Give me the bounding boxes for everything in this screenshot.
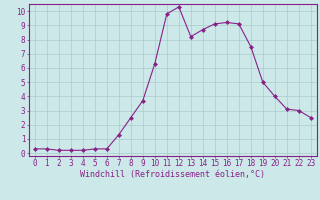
X-axis label: Windchill (Refroidissement éolien,°C): Windchill (Refroidissement éolien,°C) — [80, 170, 265, 179]
